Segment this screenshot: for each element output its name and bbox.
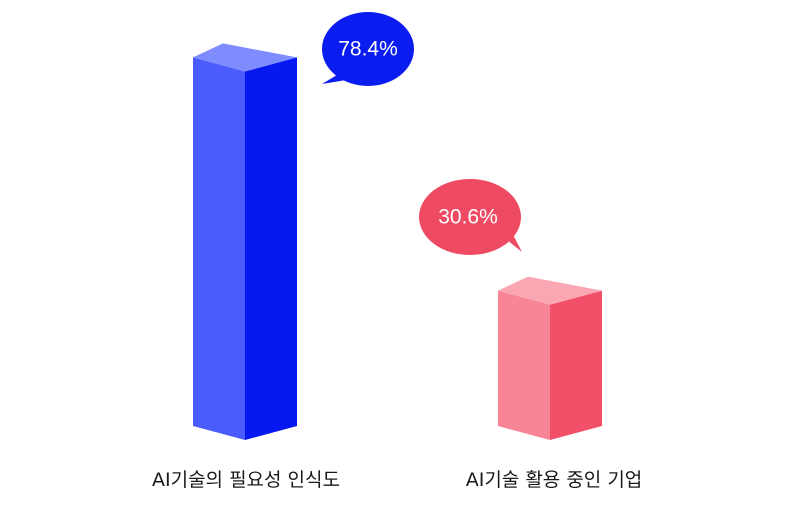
bar-1-bubble-tail [322,72,346,84]
bar-1-side [245,57,297,441]
bar-1-value-bubble: 78.4% [322,12,414,86]
bar-2-value-bubble: 30.6% [419,179,522,255]
bar-2-bubble-body [419,179,521,255]
bar-group-1: 78.4% AI기술의 필요성 인식도 [152,12,414,491]
bar-1-category-label: AI기술의 필요성 인식도 [152,469,340,491]
bar-2-top [498,276,602,305]
bar-1-bubble-body [322,12,414,86]
bar-2-value-label: 30.6% [438,206,498,229]
bar-2-category-label: AI기술 활용 중인 기업 [466,469,643,491]
bar-2-side [550,290,602,440]
bar-1-top [193,43,297,72]
bar-1-front [193,57,245,441]
bar-1-value-label: 78.4% [338,38,398,61]
bar-group-2: 30.6% AI기술 활용 중인 기업 [419,179,642,491]
bar-2-bubble-tail [502,229,522,252]
bar-2-front [498,290,550,440]
